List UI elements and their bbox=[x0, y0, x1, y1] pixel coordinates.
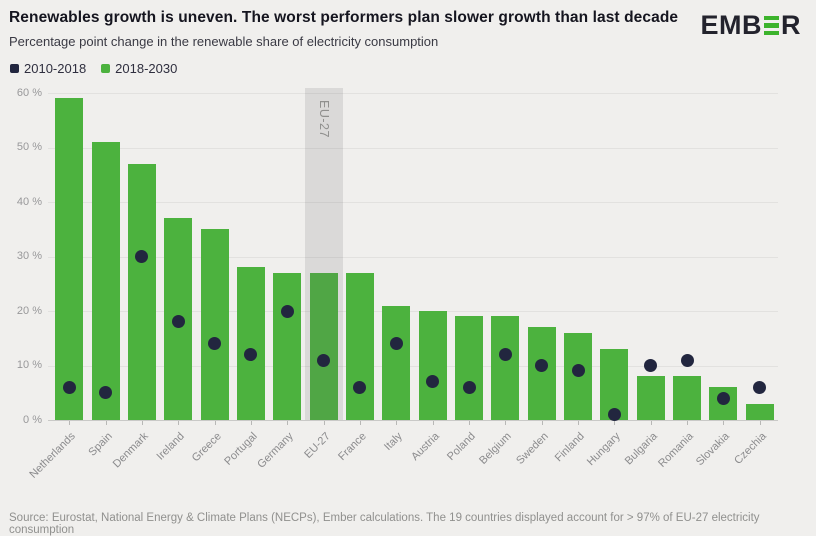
bar-france bbox=[345, 272, 374, 420]
y-tick-label: 60 % bbox=[16, 86, 42, 99]
x-tick bbox=[323, 421, 325, 425]
scatter-dot-hungary bbox=[607, 408, 621, 422]
scatter-dot-finland bbox=[571, 364, 585, 378]
scatter-dot-belgium bbox=[498, 348, 512, 362]
x-tick bbox=[359, 421, 361, 425]
logo-stylized-e-icon bbox=[764, 16, 779, 35]
bar-austria bbox=[418, 311, 447, 420]
scatter-dot-eu-27 bbox=[317, 353, 331, 367]
x-tick bbox=[178, 421, 180, 425]
bar-belgium bbox=[491, 316, 520, 420]
scatter-dot-bulgaria bbox=[644, 359, 658, 372]
scatter-dot-italy bbox=[389, 337, 403, 351]
x-tick bbox=[250, 421, 252, 425]
bar-italy bbox=[382, 305, 411, 420]
bar-sweden bbox=[527, 327, 556, 420]
chart-subtitle: Percentage point change in the renewable… bbox=[9, 34, 439, 49]
scatter-dot-slovakia bbox=[716, 391, 730, 405]
bar-spain bbox=[91, 142, 120, 420]
scatter-dot-spain bbox=[99, 386, 113, 400]
y-gridline bbox=[48, 202, 778, 203]
x-tick bbox=[687, 421, 689, 425]
x-tick bbox=[214, 421, 216, 425]
y-gridline bbox=[48, 365, 778, 367]
scatter-dot-austria bbox=[426, 375, 440, 389]
y-tick-label: 10 % bbox=[16, 359, 42, 371]
scatter-dot-denmark bbox=[135, 250, 149, 263]
scatter-dot-portugal bbox=[244, 348, 258, 362]
x-tick bbox=[105, 421, 107, 425]
scatter-dot-sweden bbox=[535, 359, 549, 372]
scatter-dot-romania bbox=[680, 353, 694, 367]
legend-swatch-icon bbox=[10, 64, 19, 73]
legend-item: 2010-2018 bbox=[10, 61, 86, 76]
scatter-dot-czechia bbox=[753, 380, 767, 394]
legend-label: 2018-2030 bbox=[115, 61, 178, 76]
legend-swatch-icon bbox=[101, 64, 111, 73]
y-tick-label: 40 % bbox=[16, 195, 42, 208]
eu27-band-label: EU-27 bbox=[316, 100, 331, 138]
x-tick bbox=[396, 421, 398, 425]
logo-text-right: R bbox=[781, 10, 801, 40]
x-tick bbox=[287, 421, 289, 425]
x-tick bbox=[723, 421, 725, 425]
x-tick bbox=[541, 421, 543, 425]
x-tick-label: Czechia bbox=[731, 430, 769, 467]
x-tick bbox=[505, 421, 507, 425]
bar-bulgaria bbox=[636, 376, 665, 420]
y-gridline bbox=[48, 420, 778, 421]
scatter-dot-greece bbox=[208, 337, 222, 351]
x-tick bbox=[69, 421, 71, 425]
bar-greece bbox=[200, 229, 229, 420]
bar-denmark bbox=[127, 163, 156, 420]
legend-item: 2018-2030 bbox=[101, 61, 177, 76]
bar-netherlands bbox=[55, 98, 84, 420]
y-gridline bbox=[48, 147, 778, 149]
y-tick-label: 30 % bbox=[16, 250, 42, 262]
bar-eu-27 bbox=[309, 272, 338, 420]
scatter-dot-ireland bbox=[171, 315, 185, 329]
scatter-dot-germany bbox=[280, 304, 294, 318]
logo-text-left: EMB bbox=[700, 10, 762, 40]
legend-label: 2010-2018 bbox=[24, 61, 87, 76]
x-tick bbox=[578, 421, 580, 425]
x-tick bbox=[650, 421, 652, 425]
x-tick bbox=[759, 421, 761, 425]
y-gridline bbox=[48, 256, 778, 258]
y-tick-label: 0 % bbox=[23, 413, 42, 426]
x-tick bbox=[432, 421, 434, 425]
x-tick bbox=[141, 421, 143, 425]
bar-czechia bbox=[745, 403, 774, 420]
ember-logo: EMB R bbox=[701, 12, 802, 39]
bar-portugal bbox=[236, 267, 265, 420]
y-tick-label: 50 % bbox=[16, 141, 42, 153]
y-gridline bbox=[48, 311, 778, 312]
scatter-dot-poland bbox=[462, 380, 476, 394]
scatter-dot-france bbox=[353, 380, 367, 394]
x-tick bbox=[614, 421, 616, 425]
y-gridline bbox=[48, 93, 778, 94]
chart-title: Renewables growth is uneven. The worst p… bbox=[9, 9, 679, 26]
bar-romania bbox=[673, 376, 702, 420]
bar-germany bbox=[273, 272, 302, 420]
source-note: Source: Eurostat, National Energy & Clim… bbox=[9, 512, 760, 536]
bar-poland bbox=[455, 316, 484, 420]
scatter-dot-netherlands bbox=[62, 380, 76, 394]
y-tick-label: 20 % bbox=[16, 304, 42, 317]
x-tick bbox=[469, 421, 471, 425]
legend: 2010-2018 2018-2030 bbox=[10, 61, 177, 76]
